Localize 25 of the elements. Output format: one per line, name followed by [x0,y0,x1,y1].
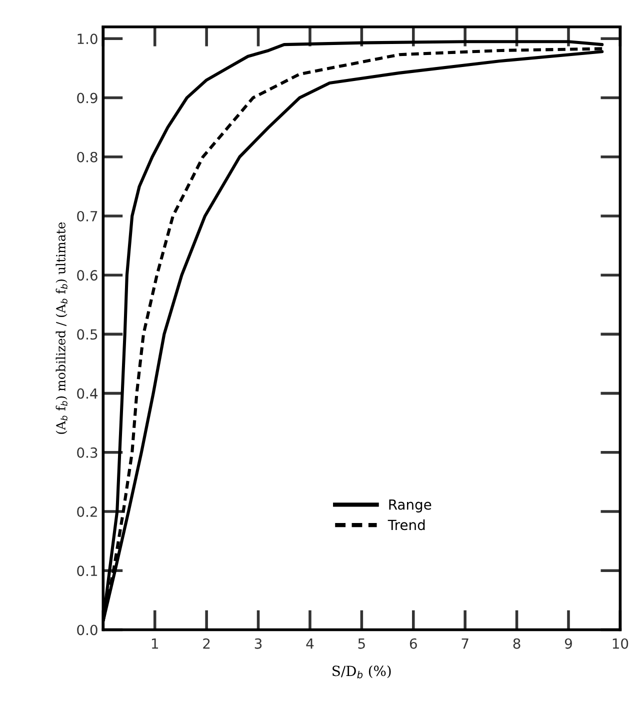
y-tick-label: 0.2 [77,506,97,518]
y-tick-label: 0.9 [77,92,98,104]
y-tick-label: 1.0 [78,34,98,44]
legend-label: Trend [388,519,425,530]
y-tick-label: 0.8 [77,152,98,162]
text: (A$_{b}$ f$_{b}$) mobilized / (A$_{b}$ f$_{b}$) ultimate [56,222,68,434]
x-tick-label: 3 [254,638,262,649]
y-tick-label: 0.1 [77,566,98,576]
x-tick-label: 5 [358,638,365,649]
x-axis-title: S/D$_{b}$ (%) [332,665,391,678]
x-tick-label: 10 [612,638,628,649]
y-tick-label: 0.6 [77,270,98,281]
x-tick-label: 2 [203,638,210,649]
y-tick-label: 0.4 [77,388,98,399]
y-tick-label: 0.5 [77,329,98,340]
x-tick-label: 1 [152,638,158,649]
x-tick-label: 8 [513,638,520,649]
y-tick-label: 0.0 [77,624,98,636]
x-tick-label: 6 [410,638,417,649]
x-tick-label: 7 [462,638,468,649]
y-tick-label: 0.7 [77,210,98,222]
x-tick-label: 9 [564,638,572,649]
legend-label: Range [389,499,432,512]
y-tick-label: 0.3 [77,447,98,458]
x-tick-label: 4 [306,638,314,649]
